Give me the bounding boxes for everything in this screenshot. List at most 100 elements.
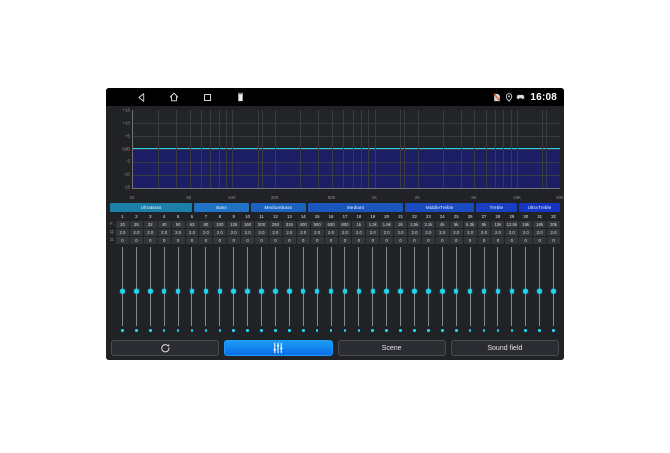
band-6-q[interactable]: 2.0	[185, 229, 199, 236]
band-24-gain[interactable]: 0	[435, 237, 449, 244]
slider-thumb[interactable]	[134, 288, 139, 294]
scene-button[interactable]: Scene	[337, 340, 446, 356]
slider-thumb[interactable]	[231, 288, 236, 294]
band-9-freq[interactable]: 125	[227, 221, 241, 228]
band-13-freq[interactable]: 315	[282, 221, 296, 228]
slider-thumb[interactable]	[509, 288, 515, 294]
band-26-gain[interactable]: 0	[463, 237, 477, 244]
eq-slider-band-23[interactable]	[422, 247, 435, 335]
eq-slider-band-27[interactable]	[478, 247, 491, 335]
slider-thumb[interactable]	[467, 288, 473, 294]
band-group-mediant[interactable]: Mediant	[307, 203, 404, 212]
band-24-freq[interactable]: 4k	[435, 221, 449, 228]
band-2-q[interactable]: 2.0	[129, 229, 143, 236]
slider-band-indicator[interactable]	[288, 329, 291, 332]
slider-band-indicator[interactable]	[385, 329, 388, 332]
eq-slider-band-20[interactable]	[380, 247, 393, 335]
slider-band-indicator[interactable]	[413, 329, 416, 332]
eq-slider-band-19[interactable]	[366, 247, 379, 335]
band-5-q[interactable]: 2.0	[171, 229, 185, 236]
band-19-gain[interactable]: 0	[366, 237, 380, 244]
eq-slider-band-4[interactable]	[158, 247, 171, 335]
slider-thumb[interactable]	[328, 288, 334, 294]
band-3-freq[interactable]: 32	[143, 221, 157, 228]
slider-band-indicator[interactable]	[204, 329, 208, 332]
band-2-gain[interactable]: 0	[129, 237, 143, 244]
eq-slider-band-28[interactable]	[491, 247, 504, 335]
band-8-q[interactable]: 2.0	[213, 229, 227, 236]
slider-band-indicator[interactable]	[427, 329, 430, 332]
band-20-q[interactable]: 2.0	[380, 229, 394, 236]
slider-thumb[interactable]	[217, 288, 223, 294]
slider-thumb[interactable]	[259, 288, 264, 294]
band-11-gain[interactable]: 0	[255, 237, 268, 244]
eq-slider-band-10[interactable]	[241, 247, 254, 335]
sdcard-icon[interactable]	[234, 91, 246, 103]
band-14-freq[interactable]: 400	[296, 221, 310, 228]
eq-slider-band-22[interactable]	[408, 247, 421, 335]
band-3-gain[interactable]: 0	[143, 237, 157, 244]
eq-slider-band-29[interactable]	[505, 247, 518, 335]
slider-band-indicator[interactable]	[232, 329, 235, 332]
band-1-q[interactable]: 2.0	[116, 229, 129, 236]
band-3-q[interactable]: 2.0	[143, 229, 157, 236]
slider-band-indicator[interactable]	[524, 329, 528, 332]
band-group-treble[interactable]: Treble	[475, 203, 517, 212]
slider-thumb[interactable]	[523, 288, 528, 294]
band-group-ultrabass[interactable]: UltraBass	[110, 203, 193, 212]
table-row-frequency[interactable]: 20 25 32 40 50 63 80 100 125 160 200 250 315 400 500 63…	[116, 221, 560, 228]
band-8-gain[interactable]: 0	[213, 237, 227, 244]
eq-slider-band-3[interactable]	[144, 247, 157, 335]
band-25-q[interactable]: 2.0	[449, 229, 463, 236]
band-17-freq[interactable]: 800	[338, 221, 352, 228]
band-12-freq[interactable]: 250	[268, 221, 282, 228]
band-1-gain[interactable]: 0	[116, 237, 129, 244]
slider-band-indicator[interactable]	[329, 329, 333, 332]
equalizer-button[interactable]	[224, 340, 333, 356]
band-21-q[interactable]: 2.0	[394, 229, 408, 236]
slider-band-indicator[interactable]	[468, 329, 472, 332]
band-5-gain[interactable]: 0	[171, 237, 185, 244]
band-28-freq[interactable]: 10k	[491, 221, 505, 228]
slider-band-indicator[interactable]	[552, 329, 555, 332]
band-9-gain[interactable]: 0	[227, 237, 241, 244]
slider-band-indicator[interactable]	[162, 329, 166, 332]
slider-band-indicator[interactable]	[148, 329, 152, 332]
band-group-ultratreble[interactable]: UltraTreble	[518, 203, 560, 212]
band-20-freq[interactable]: 1.6k	[380, 221, 394, 228]
slider-thumb[interactable]	[551, 288, 556, 294]
slider-band-indicator[interactable]	[357, 329, 361, 332]
eq-slider-band-14[interactable]	[297, 247, 310, 335]
eq-slider-band-16[interactable]	[325, 247, 338, 335]
eq-slider-band-25[interactable]	[450, 247, 463, 335]
slider-thumb[interactable]	[412, 288, 417, 294]
slider-band-indicator[interactable]	[399, 329, 402, 332]
band-5-freq[interactable]: 50	[171, 221, 185, 228]
eq-slider-band-32[interactable]	[547, 247, 560, 335]
band-7-freq[interactable]: 80	[199, 221, 213, 228]
band-23-q[interactable]: 2.0	[421, 229, 435, 236]
band-10-q[interactable]: 2.0	[241, 229, 255, 236]
band-17-gain[interactable]: 0	[338, 237, 352, 244]
slider-thumb[interactable]	[440, 288, 445, 294]
band-32-gain[interactable]: 0	[547, 237, 560, 244]
band-22-q[interactable]: 2.0	[408, 229, 421, 236]
band-9-q[interactable]: 2.0	[227, 229, 241, 236]
band-22-freq[interactable]: 2.5k	[408, 221, 421, 228]
band-21-freq[interactable]: 2k	[394, 221, 408, 228]
band-14-gain[interactable]: 0	[296, 237, 310, 244]
slider-band-indicator[interactable]	[315, 329, 319, 332]
slider-band-indicator[interactable]	[121, 329, 124, 332]
band-25-gain[interactable]: 0	[449, 237, 463, 244]
band-15-q[interactable]: 2.0	[310, 229, 324, 236]
band-29-q[interactable]: 2.0	[505, 229, 519, 236]
band-28-gain[interactable]: 0	[491, 237, 505, 244]
slider-band-indicator[interactable]	[343, 329, 347, 332]
slider-thumb[interactable]	[161, 288, 167, 294]
slider-thumb[interactable]	[120, 288, 125, 294]
band-30-q[interactable]: 2.0	[519, 229, 533, 236]
eq-slider-band-8[interactable]	[213, 247, 226, 335]
band-16-freq[interactable]: 630	[324, 221, 338, 228]
slider-thumb[interactable]	[245, 288, 250, 294]
eq-slider-band-17[interactable]	[339, 247, 352, 335]
